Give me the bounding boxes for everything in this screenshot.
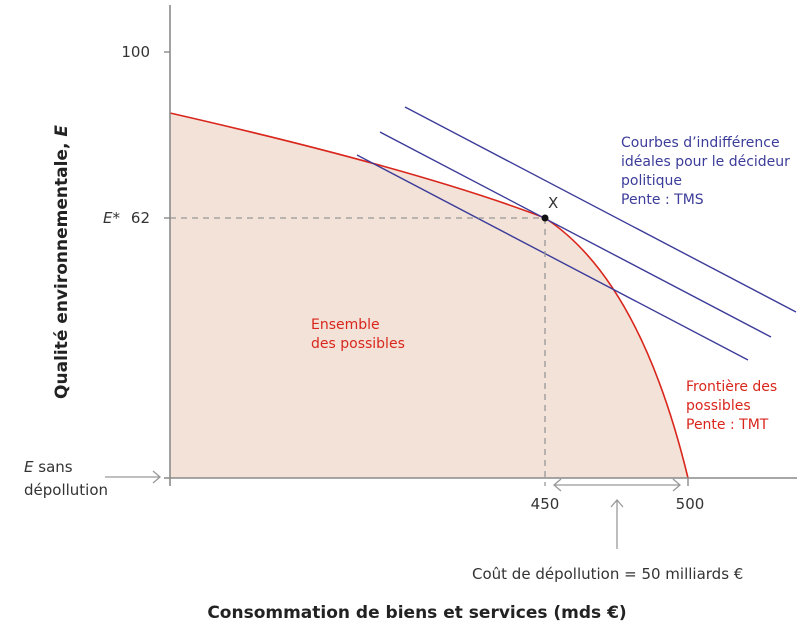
indifference-annotation-line1: Courbes d’indifférence [621, 135, 780, 151]
indifference-line-low [356, 154, 749, 361]
y-axis-title: Qualité environnementale, E [52, 125, 72, 399]
e-star-label: E* [103, 209, 120, 227]
optimum-point-label: X [548, 194, 558, 212]
e-sans-depollution-label-line2: dépollution [24, 481, 108, 499]
feasible-set-region [170, 113, 688, 478]
x-axis-title: Consommation de biens et services (mds €… [207, 603, 626, 623]
indifference-line-high [404, 106, 797, 313]
feasible-set-label-line1: Ensemble [311, 317, 380, 333]
e-sans-arrowhead-icon [152, 470, 161, 484]
x-tick-label-450: 450 [531, 495, 560, 513]
indifference-annotation-line3: politique [621, 173, 682, 189]
e-sans-depollution-label-line1: E sans [24, 458, 73, 476]
y-tick-label-62: 62 [131, 209, 150, 227]
indifference-line-tangent [379, 131, 772, 338]
feasible-set-label-line2: des possibles [311, 336, 405, 352]
cost-span-left-arrowhead-icon [553, 478, 562, 492]
x-tick-label-500: 500 [676, 495, 705, 513]
ppf-annotation-line3: Pente : TMT [686, 417, 769, 433]
cost-annotation: Coût de dépollution = 50 milliards € [472, 565, 743, 583]
cost-pointer-arrowhead-icon [610, 499, 624, 508]
ppf-annotation-line2: possibles [686, 398, 751, 414]
y-tick-label-100: 100 [121, 43, 150, 61]
optimum-point [541, 214, 549, 222]
indifference-annotation-line4: Pente : TMS [621, 192, 704, 208]
indifference-annotation-line2: idéales pour le décideur [621, 154, 790, 170]
cost-span-right-arrowhead-icon [672, 478, 681, 492]
ppf-annotation-line1: Frontière des [686, 379, 777, 395]
